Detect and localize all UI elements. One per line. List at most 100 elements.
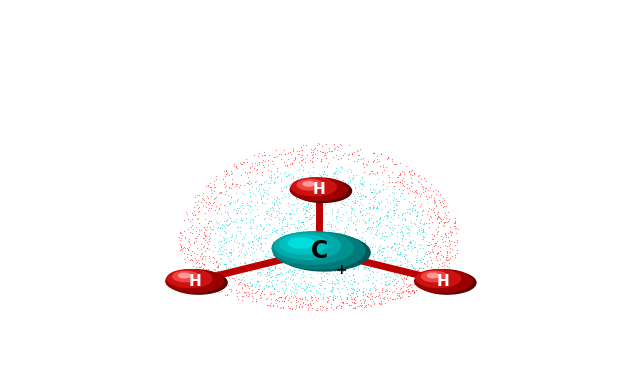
Point <box>193 269 203 275</box>
Point <box>354 193 364 200</box>
Point <box>325 196 335 202</box>
Point <box>320 164 330 170</box>
Point <box>323 260 333 267</box>
Point <box>417 208 427 214</box>
Point <box>408 287 418 293</box>
Point <box>296 154 306 160</box>
Point <box>221 250 231 257</box>
Point <box>254 265 264 272</box>
Point <box>326 183 336 189</box>
Point <box>251 170 262 176</box>
Point <box>256 235 267 241</box>
Point <box>271 208 281 214</box>
Point <box>319 239 329 245</box>
Point <box>436 232 446 239</box>
Point <box>383 155 393 161</box>
Point <box>254 269 264 275</box>
Point <box>280 250 290 256</box>
Point <box>289 257 299 263</box>
Point <box>327 247 338 253</box>
Point <box>372 218 382 224</box>
Point <box>198 265 208 271</box>
Point <box>348 285 358 291</box>
Point <box>298 142 308 148</box>
Point <box>205 268 216 274</box>
Point <box>262 282 272 288</box>
Point <box>204 246 214 252</box>
Point <box>265 289 275 295</box>
Point <box>378 237 389 244</box>
Point <box>230 199 240 205</box>
Point <box>407 288 417 294</box>
Point <box>233 281 243 287</box>
Point <box>370 287 380 293</box>
Point <box>390 202 401 208</box>
Point <box>193 192 204 198</box>
Point <box>417 236 427 242</box>
Point <box>411 187 421 193</box>
Point <box>213 239 223 245</box>
Point <box>404 232 414 238</box>
Point <box>205 180 215 186</box>
Point <box>374 216 384 222</box>
Point <box>309 212 319 218</box>
Point <box>313 260 323 266</box>
Point <box>379 259 389 265</box>
Point <box>445 224 456 230</box>
Point <box>304 256 314 262</box>
Point <box>357 155 367 161</box>
Point <box>209 188 219 194</box>
Point <box>211 194 221 200</box>
Point <box>316 173 326 180</box>
Point <box>214 245 224 251</box>
Point <box>357 211 367 218</box>
Point <box>401 257 412 264</box>
Point <box>315 256 325 262</box>
Point <box>348 271 358 277</box>
Point <box>195 241 205 247</box>
Point <box>350 200 360 206</box>
Point <box>416 176 426 182</box>
Point <box>276 176 286 182</box>
Point <box>407 207 417 213</box>
Point <box>218 222 228 228</box>
Point <box>350 213 360 219</box>
Point <box>176 242 186 249</box>
Point <box>258 226 268 232</box>
Point <box>373 176 383 182</box>
Point <box>422 264 432 270</box>
Point <box>387 296 397 302</box>
Point <box>360 277 371 283</box>
Point <box>190 255 200 261</box>
Point <box>270 239 280 245</box>
Point <box>334 253 344 259</box>
Point <box>387 242 397 249</box>
Point <box>187 248 197 254</box>
Point <box>324 264 334 270</box>
Point <box>306 215 316 221</box>
Point <box>406 247 417 254</box>
Point <box>276 241 286 247</box>
Point <box>427 246 437 252</box>
Point <box>272 153 282 159</box>
Point <box>263 212 274 218</box>
Point <box>341 284 352 290</box>
Point <box>295 201 306 207</box>
Point <box>409 288 419 295</box>
Point <box>261 210 271 216</box>
Point <box>393 250 403 257</box>
Point <box>340 251 350 257</box>
Point <box>423 187 433 193</box>
Point <box>265 291 276 297</box>
Point <box>332 213 342 219</box>
Point <box>279 298 289 304</box>
Point <box>266 168 276 174</box>
Point <box>251 288 261 295</box>
Point <box>209 178 219 184</box>
Point <box>250 160 260 166</box>
Point <box>392 222 403 228</box>
Point <box>414 179 424 185</box>
Point <box>295 223 306 229</box>
Point <box>384 254 394 260</box>
Point <box>176 243 186 249</box>
